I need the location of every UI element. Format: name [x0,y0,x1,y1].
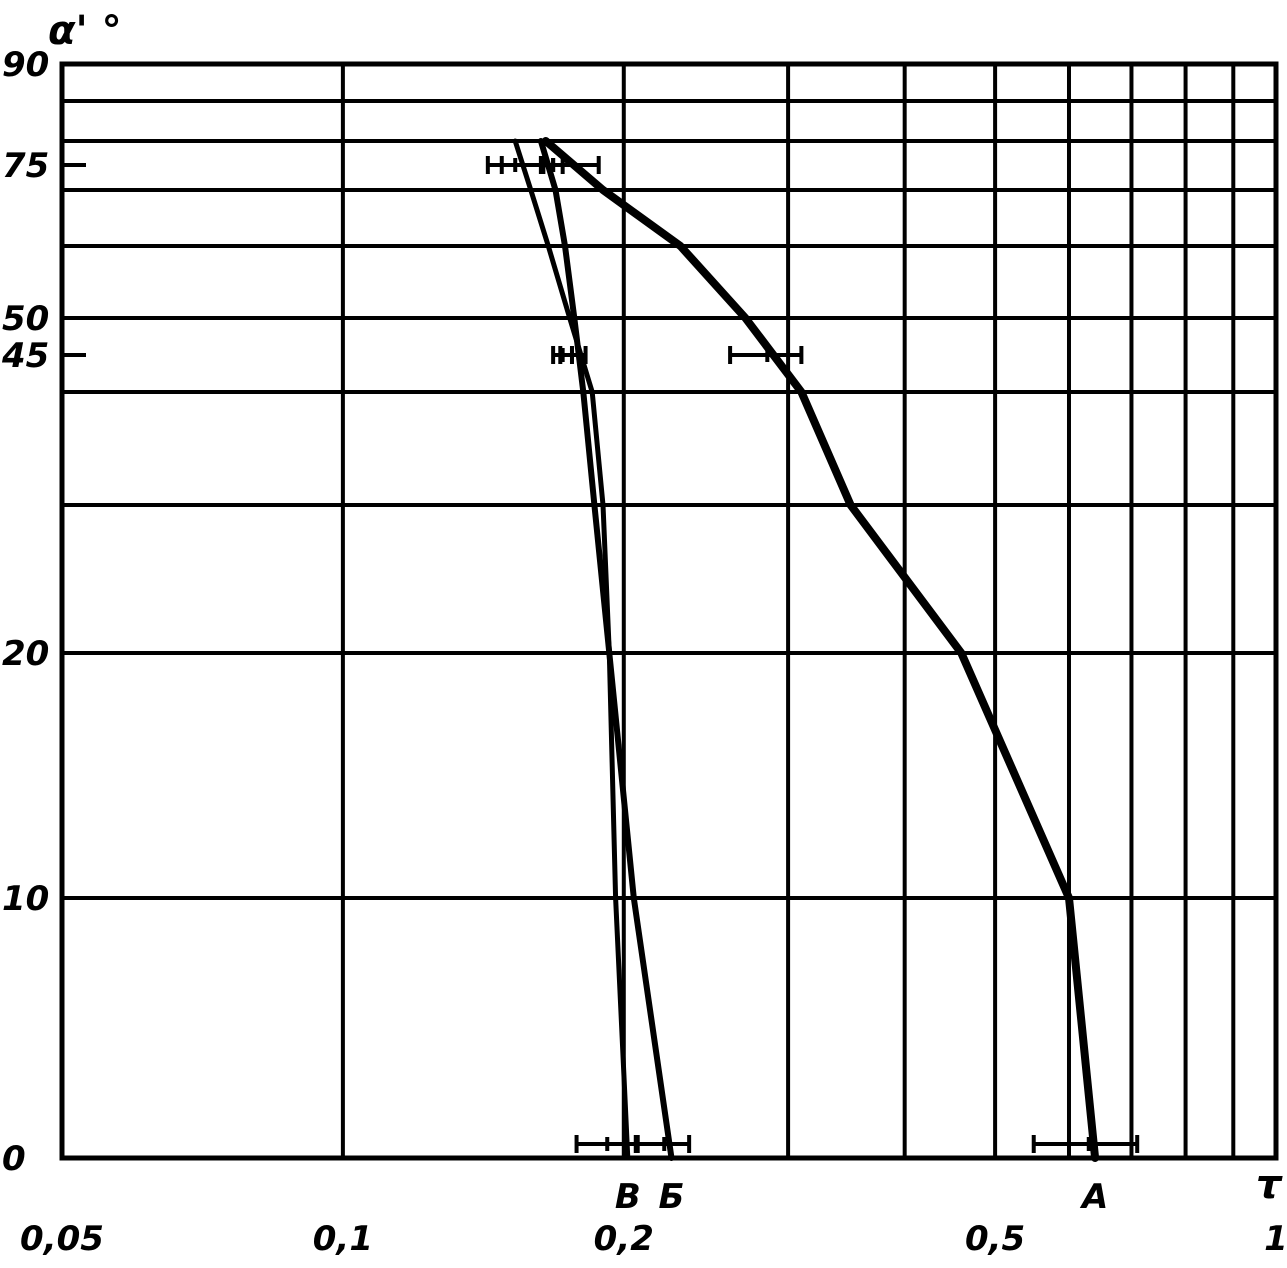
curve-label: В [615,1177,641,1217]
curve-label: Б [659,1177,685,1217]
y-tick-label: 0 [2,1139,26,1179]
x-tick-label: 0,05 [20,1219,104,1259]
y-axis-title: α' ° [48,8,122,54]
curve-label: А [1079,1177,1108,1217]
y-tick-label: 50 [2,299,49,339]
x-tick-label: 0,1 [313,1219,373,1259]
x-axis-title: τ [1256,1162,1283,1208]
x-tick-label: 0,2 [594,1219,654,1259]
curve-В [512,138,631,1161]
y-tick-label: 75 [2,146,49,186]
grid [59,61,1279,1161]
y-tick-label: 45 [1,336,49,376]
y-tick-label: 90 [2,45,49,85]
curve-Б [537,138,675,1161]
curves: А БВ [512,137,1108,1217]
x-tick-label: 0,5 [965,1219,1025,1259]
y-tick-label: 20 [2,634,49,674]
plot-frame [59,61,1279,1161]
curve-А [541,137,1100,1162]
y-tick-label: 10 [2,879,49,919]
x-tick-label: 1 [1264,1219,1287,1259]
